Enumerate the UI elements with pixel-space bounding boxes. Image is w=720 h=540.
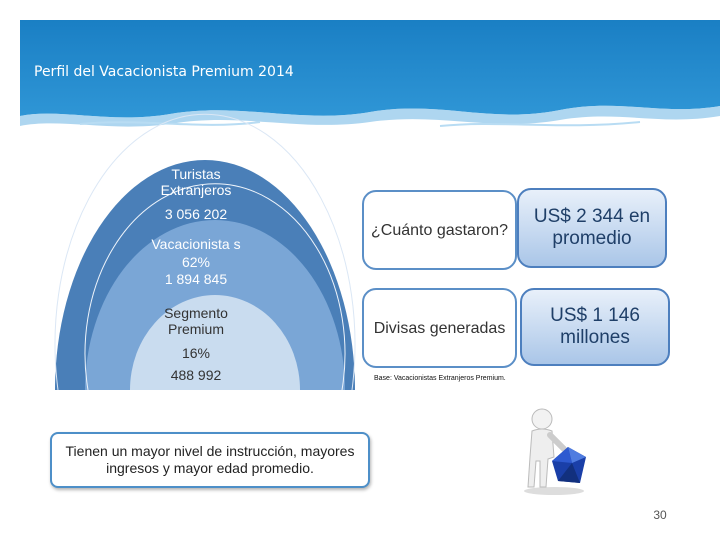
outer-circle-label: Turistas Extranjeros (160, 166, 232, 198)
middle-circle-percent-text: 62% (181, 254, 211, 270)
outer-circle-value: 3 056 202 (164, 206, 228, 222)
page-title: Perfil del Vacacionista Premium 2014 (34, 64, 294, 80)
question-box-spending: ¿Cuánto gastaron? (362, 190, 517, 270)
question-box-currency: Divisas generadas (362, 288, 517, 368)
inner-circle (130, 295, 300, 390)
person-with-diamond-icon (510, 405, 600, 495)
inner-circle-value: 488 992 (170, 367, 222, 383)
answer-box-spending: US$ 2 344 en promedio (517, 188, 667, 268)
summary-box: Tienen un mayor nivel de instrucción, ma… (50, 432, 370, 488)
inner-circle-percent: 16% (181, 345, 211, 361)
header-banner (20, 20, 720, 132)
page-number: 30 (653, 508, 667, 522)
middle-circle-value: 1 894 845 (164, 271, 228, 287)
inner-circle-label: Segmento Premium (164, 305, 228, 337)
banner-wave-graphic (20, 20, 720, 127)
answer-box-currency: US$ 1 146 millones (520, 288, 670, 366)
middle-circle-label: Vacacionista s (151, 236, 241, 252)
base-note: Base: Vacacionistas Extranjeros Premium. (374, 375, 506, 382)
